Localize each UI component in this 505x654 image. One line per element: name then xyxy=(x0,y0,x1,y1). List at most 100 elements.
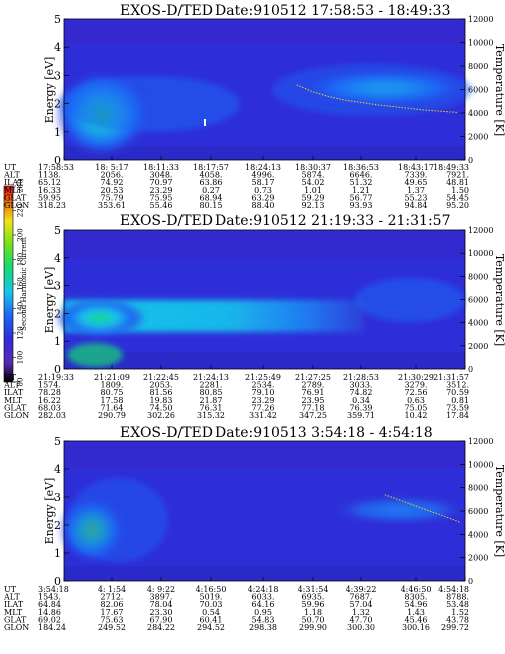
ephemeris-cell: 4: 1:54 xyxy=(98,585,126,594)
energy-tick-label: 5 xyxy=(54,13,61,26)
ephemeris-cell: 95.20 xyxy=(446,201,469,210)
ephemeris-cell: 63.29 xyxy=(252,193,275,202)
ephemeris-cell: 4: 9:22 xyxy=(147,585,175,594)
ephemeris-row-label: ALT xyxy=(3,593,20,602)
ephemeris-cell: 18:36:53 xyxy=(343,163,379,172)
panel-3-title: EXOS-D/TED xyxy=(120,425,213,441)
panel-2-left-ticks: 0 1 2 3 4 5 xyxy=(54,224,466,376)
ephemeris-cell: 76.91 xyxy=(302,388,325,397)
ephemeris-cell: 294.52 xyxy=(197,623,225,632)
ephemeris-cell: 0.63 xyxy=(407,396,425,405)
temperature-tick-label: 4000 xyxy=(468,109,488,118)
temperature-tick-label: 6000 xyxy=(468,507,488,516)
ephemeris-row-label: GLON xyxy=(4,623,29,632)
ephemeris-cell: 76.39 xyxy=(350,403,373,412)
temperature-tick-label: 8000 xyxy=(468,62,488,71)
panel-3-late-band xyxy=(330,496,470,524)
ephemeris-row-label: MLT xyxy=(4,396,23,405)
ephemeris-cell: 77.26 xyxy=(252,403,275,412)
ephemeris-cell: 80.15 xyxy=(200,201,223,210)
ephemeris-row-label: UT xyxy=(4,585,17,594)
ephemeris-cell: 21:28:53 xyxy=(343,373,379,382)
ephemeris-cell: 3:54:18 xyxy=(38,585,69,594)
panel-2-ylabel-right: Temperature [K] xyxy=(493,254,505,346)
ephemeris-cell: 17.84 xyxy=(446,411,469,420)
ephemeris-cell: 1138. xyxy=(38,171,61,180)
colorbar-tick-label: 200 xyxy=(17,228,25,241)
ephemeris-cell: 3279. xyxy=(405,381,428,390)
ephemeris-row-label: UT xyxy=(4,163,17,172)
ephemeris-cell: 16.33 xyxy=(38,186,61,195)
ephemeris-cell: 72.56 xyxy=(405,388,428,397)
ephemeris-cell: 23.95 xyxy=(302,396,325,405)
ephemeris-cell: 18:24:13 xyxy=(245,163,281,172)
ephemeris-cell: 4996. xyxy=(252,171,275,180)
ephemeris-cell: 347.25 xyxy=(299,411,327,420)
ephemeris-cell: 299.90 xyxy=(299,623,327,632)
ephemeris-cell: 51.32 xyxy=(350,178,373,187)
colorbar-tick-label: 240 xyxy=(17,179,25,192)
panel-1-ephemeris-table: UT 17:58:53 18: 5:17 18:11:33 18:17:57 18:24:… xyxy=(3,163,469,210)
ephemeris-cell: 6646. xyxy=(350,171,373,180)
ephemeris-cell: 0.95 xyxy=(254,608,272,617)
energy-tick-label: 3 xyxy=(54,491,61,504)
energy-tick-label: 4 xyxy=(54,463,61,476)
ephemeris-cell: 21:31:57 xyxy=(433,373,469,382)
panel-2-date: Date:910512 21:19:33 - 21:31:57 xyxy=(215,213,450,229)
energy-tick-label: 1 xyxy=(54,547,61,560)
ephemeris-cell: 353.61 xyxy=(98,201,126,210)
ephemeris-row-label: GLON xyxy=(4,201,29,210)
colorbar: 80 100 120 140 160 180 200 220 240 Second Harmon… xyxy=(3,179,28,387)
ephemeris-cell: 82.06 xyxy=(101,600,124,609)
panel-1-late-glow xyxy=(272,64,472,116)
colorbar-tick-label: 160 xyxy=(17,277,25,290)
panel-1-date: Date:910512 17:58:53 - 18:49:33 xyxy=(215,3,450,19)
panel-1-right-ticks: 0 2000 4000 6000 8000 10000 12000 xyxy=(460,15,493,165)
ephemeris-row-label: UT xyxy=(4,373,17,382)
ephemeris-cell: 68.94 xyxy=(200,193,223,202)
energy-tick-label: 1 xyxy=(54,126,61,139)
temperature-tick-label: 8000 xyxy=(468,484,488,493)
temperature-tick-label: 0 xyxy=(468,365,473,374)
ephemeris-cell: 59.96 xyxy=(302,600,325,609)
ephemeris-cell: 3512. xyxy=(446,381,469,390)
ephemeris-cell: 0.81 xyxy=(451,396,469,405)
energy-tick-label: 0 xyxy=(54,363,61,376)
ephemeris-cell: 92.13 xyxy=(302,201,325,210)
ephemeris-cell: 18:17:57 xyxy=(193,163,229,172)
ephemeris-cell: 80.75 xyxy=(101,388,124,397)
ephemeris-cell: 298.38 xyxy=(249,623,277,632)
temperature-tick-label: 10000 xyxy=(468,460,493,469)
ephemeris-cell: 318.23 xyxy=(38,201,66,210)
ephemeris-row-label: GLAT xyxy=(4,615,27,624)
colorbar-tick-label: 80 xyxy=(17,378,25,387)
ephemeris-cell: 50.70 xyxy=(302,615,325,624)
ephemeris-cell: 56.77 xyxy=(350,193,373,202)
ephemeris-cell: 59.29 xyxy=(302,193,325,202)
ephemeris-cell: 76.31 xyxy=(200,403,223,412)
ephemeris-cell: 1.18 xyxy=(304,608,322,617)
ephemeris-cell: 21:25:49 xyxy=(245,373,281,382)
ephemeris-cell: 302.26 xyxy=(147,411,175,420)
panel-3-ylabel: Energy [eV] xyxy=(43,478,56,545)
ephemeris-cell: 10.42 xyxy=(405,411,428,420)
temperature-tick-label: 10000 xyxy=(468,249,493,258)
ephemeris-cell: 8305. xyxy=(405,593,428,602)
temperature-tick-label: 6000 xyxy=(468,86,488,95)
ephemeris-cell: 19.83 xyxy=(150,396,173,405)
ephemeris-row-label: ALT xyxy=(3,171,20,180)
ephemeris-cell: 77.18 xyxy=(302,403,325,412)
ephemeris-cell: 18:11:33 xyxy=(143,163,179,172)
energy-tick-label: 4 xyxy=(54,41,61,54)
ephemeris-cell: 73.59 xyxy=(446,403,469,412)
ephemeris-row-label: MLT xyxy=(4,186,23,195)
panel-1-band-left xyxy=(60,76,240,132)
ephemeris-cell: 54.02 xyxy=(302,178,325,187)
ephemeris-cell: 81.56 xyxy=(150,388,173,397)
ephemeris-cell: 21:27:25 xyxy=(295,373,331,382)
ephemeris-row-label: ILAT xyxy=(4,178,24,187)
ephemeris-cell: 70.59 xyxy=(446,388,469,397)
ephemeris-cell: 300.30 xyxy=(347,623,375,632)
ephemeris-cell: 5019. xyxy=(200,593,223,602)
